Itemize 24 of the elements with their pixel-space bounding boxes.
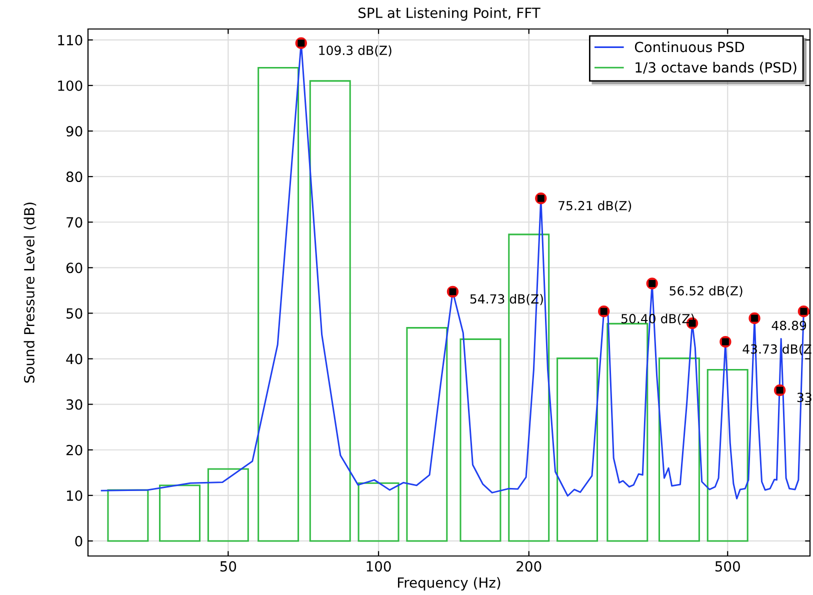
y-axis-title: Sound Pressure Level (dB)	[24, 202, 36, 383]
annotation: 75.21 dB(Z)	[558, 200, 632, 212]
legend-label: 1/3 octave bands (PSD)	[636, 62, 796, 74]
y-tick-label: 100	[58, 80, 82, 91]
y-tick-label: 70	[66, 217, 82, 228]
y-tick-label: 110	[58, 34, 82, 46]
y-tick-label: 90	[66, 126, 82, 137]
x-tick-label: 500	[715, 561, 740, 572]
y-tick-label: 30	[66, 399, 82, 410]
x-tick-label: 200	[516, 561, 542, 572]
x-axis-title: Frequency (Hz)	[398, 577, 500, 591]
x-tick-label: 100	[366, 561, 391, 572]
y-tick-label: 20	[66, 444, 82, 456]
x-tick-label: 50	[220, 561, 236, 572]
y-tick-label: 80	[66, 172, 82, 182]
y-tick-label: 50	[66, 308, 82, 319]
chart-title: SPL at Listening Point, FFT	[358, 7, 540, 21]
y-tick-label: 40	[66, 354, 82, 364]
y-tick-label: 0	[75, 536, 82, 546]
y-tick-label: 10	[66, 490, 82, 501]
annotation: 109.3 dB(Z)	[319, 45, 392, 57]
legend-label: Continuous PSD	[634, 42, 744, 52]
y-tick-label: 60	[66, 262, 82, 274]
annotation: 56.52 dB(Z)	[670, 286, 742, 297]
